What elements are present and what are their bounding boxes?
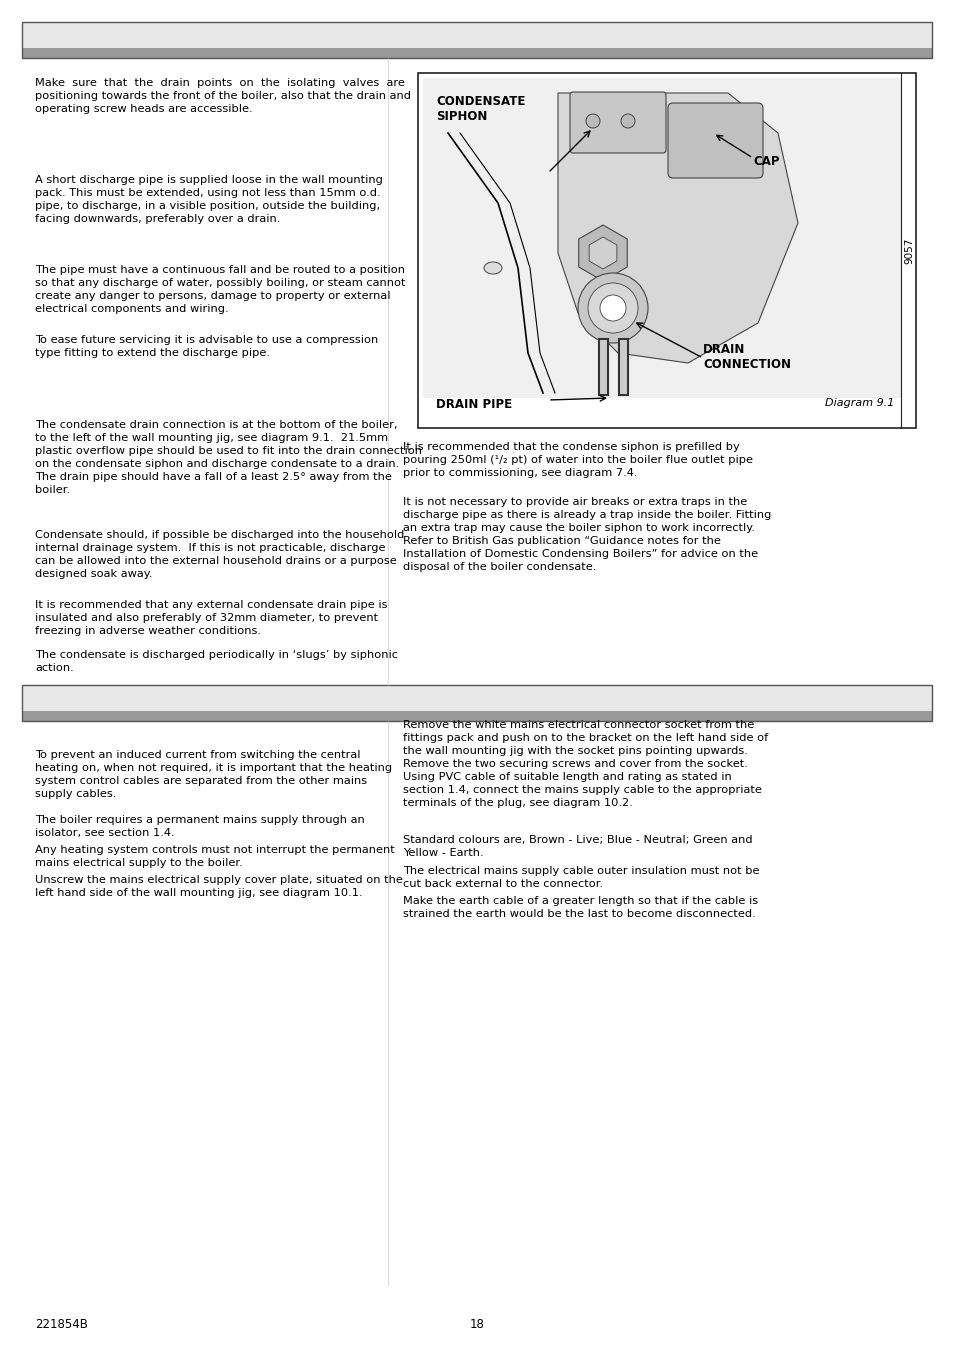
- Bar: [22, 685, 931, 711]
- Bar: [417, 73, 915, 428]
- Ellipse shape: [483, 262, 501, 274]
- Polygon shape: [589, 236, 617, 269]
- Circle shape: [585, 113, 599, 128]
- Text: Any heating system controls must not interrupt the permanent
mains electrical su: Any heating system controls must not int…: [35, 844, 395, 869]
- Text: It is recommended that the condense siphon is prefilled by
pouring 250ml (¹/₂ pt: It is recommended that the condense siph…: [402, 442, 752, 478]
- Text: Standard colours are, Brown - Live; Blue - Neutral; Green and
Yellow - Earth.: Standard colours are, Brown - Live; Blue…: [402, 835, 752, 858]
- Text: The boiler requires a permanent mains supply through an
isolator, see section 1.: The boiler requires a permanent mains su…: [35, 815, 364, 838]
- FancyBboxPatch shape: [667, 103, 762, 178]
- Text: Unscrew the mains electrical supply cover plate, situated on the
left hand side : Unscrew the mains electrical supply cove…: [35, 875, 402, 898]
- Text: DRAIN PIPE: DRAIN PIPE: [436, 399, 512, 411]
- Circle shape: [620, 113, 635, 128]
- Text: Remove the white mains electrical connector socket from the
fittings pack and pu: Remove the white mains electrical connec…: [402, 720, 767, 808]
- Text: To prevent an induced current from switching the central
heating on, when not re: To prevent an induced current from switc…: [35, 750, 392, 800]
- Text: A short discharge pipe is supplied loose in the wall mounting
pack. This must be: A short discharge pipe is supplied loose…: [35, 176, 382, 224]
- Text: To ease future servicing it is advisable to use a compression
type fitting to ex: To ease future servicing it is advisable…: [35, 335, 377, 358]
- Text: The pipe must have a continuous fall and be routed to a position
so that any dis: The pipe must have a continuous fall and…: [35, 265, 405, 315]
- Polygon shape: [558, 93, 797, 363]
- Text: CONDENSATE
SIPHON: CONDENSATE SIPHON: [436, 95, 525, 123]
- Text: The condensate is discharged periodically in ‘slugs’ by siphonic
action.: The condensate is discharged periodicall…: [35, 650, 397, 673]
- Text: 221854B: 221854B: [35, 1319, 88, 1331]
- Bar: [22, 22, 931, 47]
- Circle shape: [587, 282, 638, 332]
- Bar: [22, 711, 931, 721]
- Circle shape: [578, 273, 647, 343]
- Bar: [22, 685, 931, 721]
- Text: Make  sure  that  the  drain  points  on  the  isolating  valves  are
positionin: Make sure that the drain points on the i…: [35, 78, 411, 113]
- Bar: [422, 78, 900, 399]
- Circle shape: [599, 295, 625, 322]
- Text: DRAIN
CONNECTION: DRAIN CONNECTION: [702, 343, 790, 372]
- Text: Make the earth cable of a greater length so that if the cable is
strained the ea: Make the earth cable of a greater length…: [402, 896, 758, 919]
- Text: CAP: CAP: [752, 155, 779, 168]
- Text: It is recommended that any external condensate drain pipe is
insulated and also : It is recommended that any external cond…: [35, 600, 387, 636]
- Polygon shape: [578, 226, 626, 281]
- Text: Diagram 9.1: Diagram 9.1: [823, 399, 893, 408]
- Bar: [22, 22, 931, 58]
- Text: It is not necessary to provide air breaks or extra traps in the
discharge pipe a: It is not necessary to provide air break…: [402, 497, 771, 573]
- Text: The electrical mains supply cable outer insulation must not be
cut back external: The electrical mains supply cable outer …: [402, 866, 759, 889]
- Text: 18: 18: [469, 1319, 484, 1331]
- Text: The condensate drain connection is at the bottom of the boiler,
to the left of t: The condensate drain connection is at th…: [35, 420, 421, 496]
- FancyBboxPatch shape: [569, 92, 665, 153]
- Text: Condensate should, if possible be discharged into the household
internal drainag: Condensate should, if possible be discha…: [35, 530, 404, 580]
- Bar: [22, 47, 931, 58]
- Text: 9057: 9057: [903, 238, 913, 263]
